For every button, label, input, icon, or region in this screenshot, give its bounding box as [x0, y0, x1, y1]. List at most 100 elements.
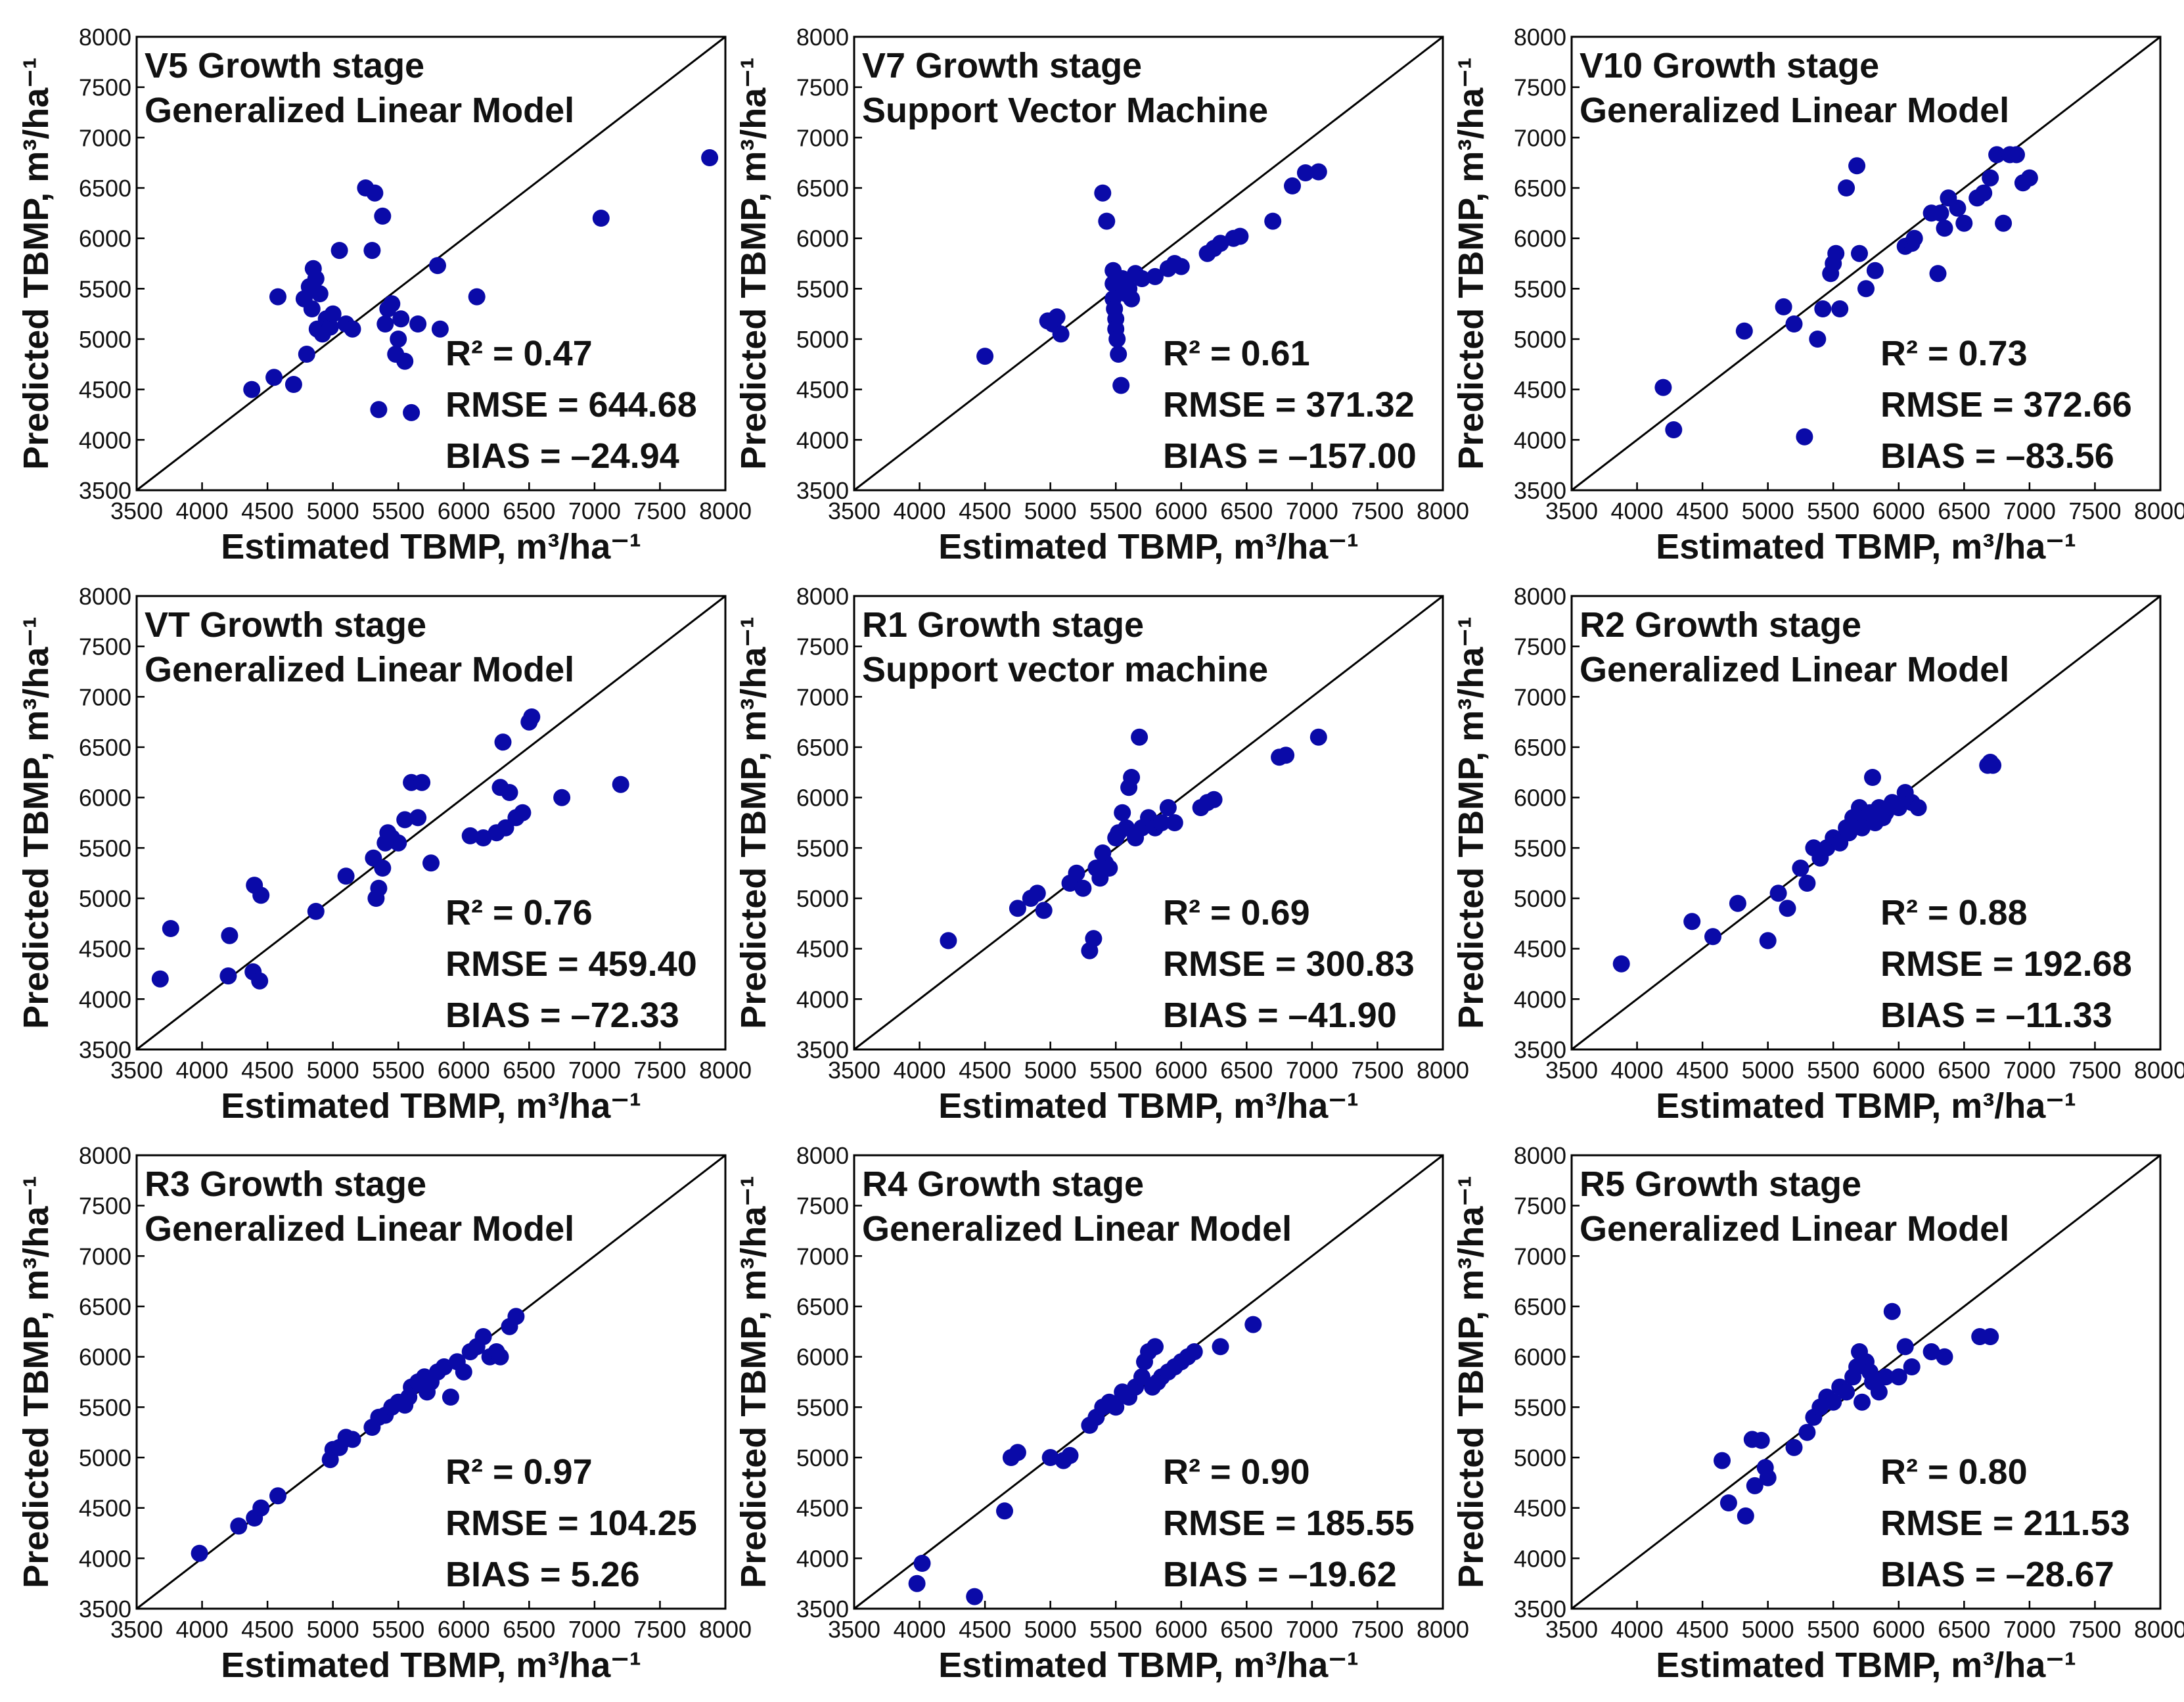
data-point — [1296, 164, 1314, 181]
y-tick-label: 5000 — [796, 885, 849, 912]
data-point — [219, 967, 237, 985]
data-point — [1212, 1338, 1229, 1356]
data-point — [1831, 300, 1849, 317]
data-point — [1052, 325, 1070, 343]
x-tick-label: 8000 — [1417, 497, 1469, 524]
data-point — [265, 369, 283, 386]
data-point — [413, 773, 431, 791]
data-point — [1068, 864, 1085, 882]
x-tick-label: 6500 — [1220, 1616, 1273, 1643]
data-point — [1825, 1393, 1842, 1411]
data-point — [1665, 421, 1683, 438]
data-point — [366, 184, 384, 202]
x-tick-label: 7500 — [633, 1057, 686, 1084]
data-point — [390, 331, 407, 348]
data-point — [1231, 227, 1249, 245]
panel-subtitle: Generalized Linear Model — [862, 1209, 1292, 1249]
y-tick-label: 8000 — [79, 24, 131, 51]
data-point — [243, 380, 261, 398]
y-axis-label: Predicted TBMP, m³/ha⁻¹ — [16, 616, 56, 1029]
y-tick-label: 4500 — [79, 1495, 131, 1522]
data-point — [1094, 184, 1112, 202]
data-point — [269, 1487, 286, 1505]
data-point — [1123, 290, 1141, 308]
data-point — [1905, 229, 1923, 247]
x-tick-label: 4000 — [1611, 497, 1664, 524]
data-point — [151, 970, 169, 988]
data-point — [307, 902, 325, 920]
x-tick-label: 3500 — [828, 497, 880, 524]
data-point — [1792, 860, 1809, 877]
x-tick-label: 8000 — [1417, 1057, 1469, 1084]
panel-title: R5 Growth stage — [1580, 1164, 1861, 1204]
data-point — [1851, 244, 1868, 262]
data-point — [162, 920, 179, 937]
scatter-panel: 3500 4000 4500 5000 5500 6000 6500 7000 7500 8000… — [1451, 583, 2184, 1126]
x-tick-label: 8000 — [1417, 1616, 1469, 1643]
data-point — [966, 1588, 984, 1605]
bias-label: BIAS = –83.56 — [1880, 436, 2114, 476]
data-point — [1714, 1452, 1731, 1469]
data-point — [976, 348, 994, 365]
data-point — [1955, 214, 1973, 232]
y-tick-label: 3500 — [796, 1596, 849, 1622]
rmse-label: RMSE = 300.83 — [1163, 944, 1415, 984]
y-tick-label: 5500 — [79, 835, 131, 862]
data-point — [1949, 199, 1967, 217]
y-tick-label: 5000 — [796, 1444, 849, 1471]
y-tick-label: 6500 — [1514, 734, 1566, 761]
data-point — [514, 804, 532, 821]
data-point — [1152, 814, 1170, 831]
x-tick-label: 4000 — [894, 1616, 946, 1643]
x-axis-label: Estimated TBMP, m³/ha⁻¹ — [938, 1086, 1359, 1126]
data-point — [409, 315, 427, 333]
x-tick-label: 7000 — [568, 497, 621, 524]
y-tick-label: 7000 — [796, 124, 849, 151]
y-tick-label: 8000 — [79, 583, 131, 610]
data-point — [1110, 346, 1127, 363]
x-tick-label: 6500 — [1938, 1616, 1990, 1643]
panel-title: VT Growth stage — [145, 605, 426, 645]
data-point — [1133, 1368, 1150, 1386]
x-tick-label: 7500 — [2068, 497, 2121, 524]
y-tick-label: 4500 — [796, 377, 849, 403]
x-tick-label: 5000 — [307, 497, 359, 524]
y-tick-label: 5500 — [1514, 835, 1566, 862]
data-point — [383, 295, 401, 313]
data-point — [370, 879, 388, 897]
y-tick-label: 6500 — [796, 175, 849, 202]
x-tick-label: 3500 — [1545, 1616, 1598, 1643]
x-tick-label: 4500 — [241, 1057, 294, 1084]
data-point — [374, 860, 392, 877]
y-tick-label: 6000 — [1514, 1344, 1566, 1371]
y-tick-label: 6500 — [796, 1293, 849, 1320]
x-tick-label: 5000 — [1742, 1616, 1794, 1643]
y-tick-label: 6000 — [79, 225, 131, 252]
data-point — [442, 1389, 459, 1406]
x-tick-label: 7000 — [2003, 497, 2056, 524]
y-tick-label: 7000 — [796, 1243, 849, 1270]
data-point — [1877, 1368, 1894, 1386]
x-tick-label: 5500 — [372, 1057, 424, 1084]
y-tick-label: 5500 — [796, 275, 849, 302]
x-axis-label: Estimated TBMP, m³/ha⁻¹ — [1656, 1645, 2076, 1685]
r2-label: R² = 0.73 — [1880, 334, 2028, 373]
data-point — [1041, 1449, 1059, 1466]
data-point — [1982, 169, 1999, 187]
x-tick-label: 7000 — [1286, 497, 1338, 524]
data-point — [344, 1431, 361, 1448]
data-point — [403, 403, 421, 421]
data-point — [592, 210, 610, 227]
plot-frame — [135, 595, 727, 1051]
x-tick-label: 3500 — [828, 1616, 880, 1643]
y-tick-label: 5000 — [1514, 326, 1566, 353]
panel-title: R3 Growth stage — [145, 1164, 426, 1204]
x-tick-label: 7000 — [2003, 1616, 2056, 1643]
data-point — [1159, 799, 1177, 816]
data-point — [1085, 930, 1103, 948]
y-axis-label: Predicted TBMP, m³/ha⁻¹ — [734, 57, 773, 470]
panel-subtitle: Generalized Linear Model — [1580, 1209, 2009, 1249]
data-point — [553, 789, 571, 806]
y-tick-label: 5500 — [796, 1394, 849, 1421]
data-point — [252, 886, 270, 904]
